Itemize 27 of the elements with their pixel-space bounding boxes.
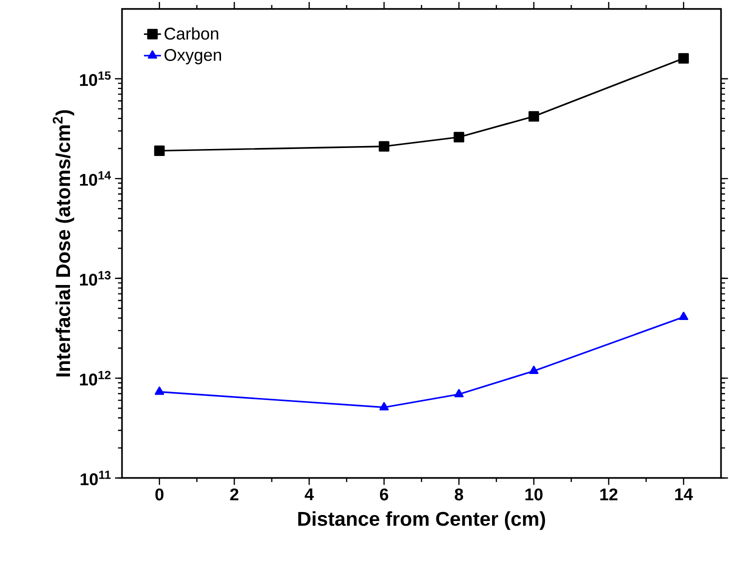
point xyxy=(678,312,688,320)
x-tick-label: 2 xyxy=(230,488,238,500)
point xyxy=(154,386,164,395)
y-tick-label: 10$^{11}$ xyxy=(80,470,111,486)
point xyxy=(678,53,689,64)
x-tick-label: 6 xyxy=(380,488,388,500)
x-tick-label: 0 xyxy=(155,488,164,500)
legend-label: Oxygen xyxy=(164,48,222,64)
point xyxy=(154,145,165,156)
x-tick-label: 14 xyxy=(675,488,693,500)
y-tick-label: 10$^{14}$ xyxy=(80,171,111,186)
point xyxy=(528,111,540,122)
point xyxy=(529,366,538,374)
y-tick-label: 10$^{13}$ xyxy=(80,271,111,286)
y-tick-label: 10$^{12}$ xyxy=(80,370,111,386)
x-tick-label: 12 xyxy=(600,488,618,500)
point xyxy=(378,141,390,152)
point xyxy=(454,132,464,142)
x-tick-label: 8 xyxy=(454,488,464,500)
point xyxy=(379,402,389,410)
x-axis-title: Distance from Center (cm) xyxy=(298,511,546,530)
x-tick-label: 10 xyxy=(525,488,543,500)
x-tick-label: 4 xyxy=(304,488,314,500)
y-tick-label: 10$^{15}$ xyxy=(80,71,111,86)
legend-label: Carbon xyxy=(164,27,218,40)
point xyxy=(454,388,464,398)
y-axis-title: Interfacial Dose (atoms/cm$^{2}$) xyxy=(52,110,74,376)
